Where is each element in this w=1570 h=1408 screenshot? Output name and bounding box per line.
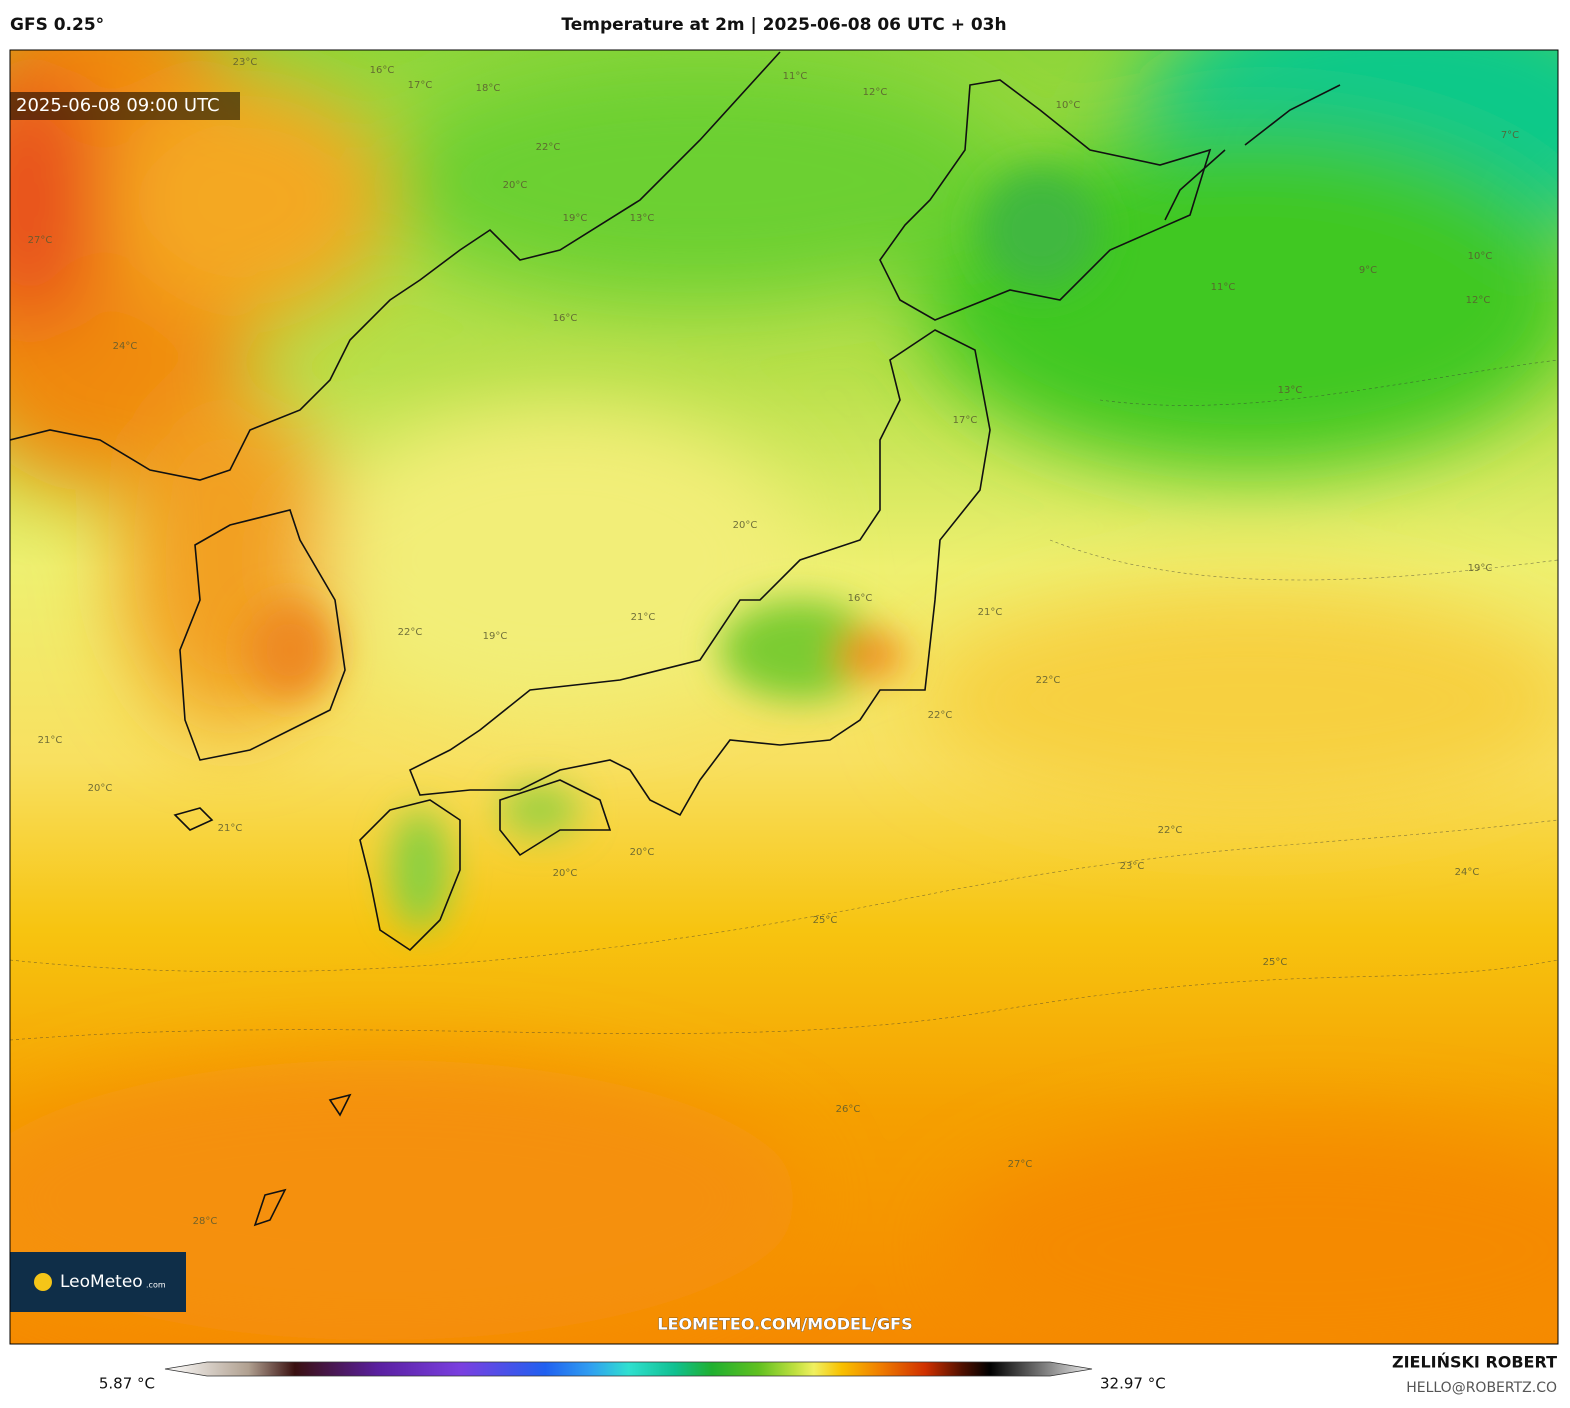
contour-label: 22°C xyxy=(928,710,953,721)
contour-label: 24°C xyxy=(113,341,138,352)
contour-label: 20°C xyxy=(553,868,578,879)
logo-sun xyxy=(34,1273,52,1291)
contour-label: 21°C xyxy=(38,735,63,746)
contour-label: 21°C xyxy=(978,607,1003,618)
model-label: GFS 0.25° xyxy=(10,15,104,35)
contour-label: 20°C xyxy=(733,520,758,531)
contour-label: 16°C xyxy=(553,313,578,324)
email: HELLO@ROBERTZ.CO xyxy=(1406,1380,1557,1396)
contour-label: 19°C xyxy=(1468,563,1493,574)
contour-label: 18°C xyxy=(476,83,501,94)
contour-label: 17°C xyxy=(953,415,978,426)
contour-label: 11°C xyxy=(783,71,808,82)
contour-label: 26°C xyxy=(836,1104,861,1115)
map-title: Temperature at 2m | 2025-06-08 06 UTC + … xyxy=(561,15,1006,35)
contour-label: 20°C xyxy=(503,180,528,191)
contour-label: 27°C xyxy=(1008,1159,1033,1170)
contour-label: 10°C xyxy=(1468,251,1493,262)
contour-label: 13°C xyxy=(630,213,655,224)
contour-label: 22°C xyxy=(398,627,423,638)
contour-label: 12°C xyxy=(1466,295,1491,306)
contour-label: 10°C xyxy=(1056,100,1081,111)
coastlines xyxy=(10,51,1341,1227)
isotherms xyxy=(10,359,1558,1041)
map-area: 23°C 16°C 17°C 18°C 22°C 20°C 19°C 13°C 11°C 12°C… xyxy=(10,50,1558,1344)
contour-label: 13°C xyxy=(1278,385,1303,396)
contour-label: 19°C xyxy=(483,631,508,642)
colorbar-strip xyxy=(164,1361,1093,1377)
contour-label: 25°C xyxy=(813,915,838,926)
contour-label: 21°C xyxy=(218,823,243,834)
terrain-blobs xyxy=(245,170,1100,930)
contour-label: 16°C xyxy=(848,593,873,604)
contour-label: 25°C xyxy=(1263,957,1288,968)
author: ZIELIŃSKI ROBERT xyxy=(1392,1353,1557,1372)
map-frame xyxy=(9,49,1559,1345)
min-label: 5.87 °C xyxy=(99,1375,155,1393)
contour-label: 28°C xyxy=(193,1216,218,1227)
contour-labels: 23°C 16°C 17°C 18°C 22°C 20°C 19°C 13°C 11°C 12°C… xyxy=(28,57,1520,1227)
contour-label: 19°C xyxy=(563,213,588,224)
time-box xyxy=(10,92,240,120)
contour-label: 11°C xyxy=(1211,282,1236,293)
contour-label: 16°C xyxy=(370,65,395,76)
contour-label: 22°C xyxy=(536,142,561,153)
colorbar xyxy=(164,1361,1093,1377)
contour-label: 7°C xyxy=(1501,130,1519,141)
valid-time: 2025-06-08 09:00 UTC xyxy=(16,95,220,116)
contour-label: 17°C xyxy=(408,80,433,91)
max-label: 32.97 °C xyxy=(1100,1375,1166,1393)
contour-label: 22°C xyxy=(1036,675,1061,686)
watermark: LEOMETEO.COM/MODEL/GFS xyxy=(657,1315,912,1334)
contour-label: 23°C xyxy=(1120,861,1145,872)
contour-label: 27°C xyxy=(28,235,53,246)
contour-label: 21°C xyxy=(631,612,656,623)
logo-suffix: .com xyxy=(146,1281,166,1290)
contour-label: 20°C xyxy=(630,847,655,858)
contour-label: 20°C xyxy=(88,783,113,794)
contour-label: 9°C xyxy=(1359,265,1377,276)
contour-label: 23°C xyxy=(233,57,258,68)
contour-label: 22°C xyxy=(1158,825,1183,836)
logo-name: LeoMeteo xyxy=(60,1272,143,1292)
contour-label: 12°C xyxy=(863,87,888,98)
contour-label: 24°C xyxy=(1455,867,1480,878)
